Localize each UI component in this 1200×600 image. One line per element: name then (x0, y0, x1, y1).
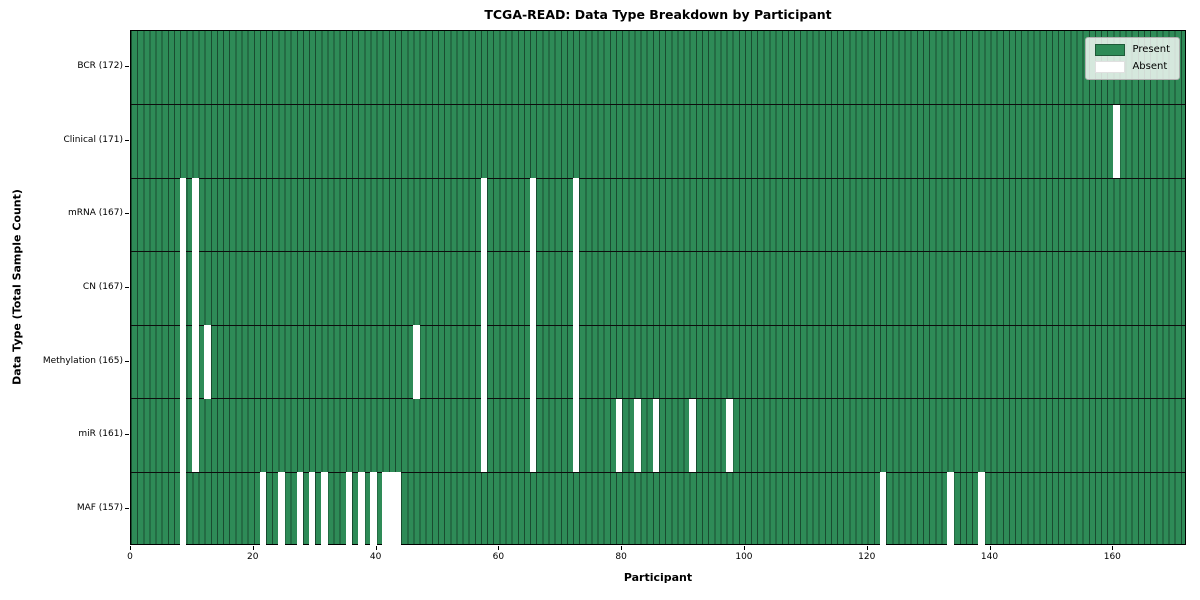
absent-cell (179, 251, 187, 326)
absent-cell (259, 472, 267, 546)
absent-cell (615, 398, 623, 473)
absent-swatch (1095, 61, 1126, 73)
y-tick-mark (125, 507, 129, 509)
absent-cell (529, 251, 537, 326)
y-tick-mark (125, 213, 129, 215)
x-tick-mark (866, 546, 868, 550)
x-tick-label: 0 (127, 552, 133, 562)
legend-label-present: Present (1132, 44, 1170, 55)
absent-cell (179, 398, 187, 473)
absent-cell (192, 325, 199, 399)
absent-cell (529, 398, 537, 473)
absent-cell (480, 325, 488, 399)
absent-cell (192, 251, 199, 326)
x-tick-label: 60 (492, 552, 505, 562)
absent-cell (480, 398, 488, 473)
chart-title: TCGA-READ: Data Type Breakdown by Partic… (484, 7, 832, 22)
y-tick-label: Methylation (165) (42, 355, 123, 366)
absent-cell (179, 472, 187, 546)
absent-cell (204, 325, 212, 399)
y-tick-mark (125, 434, 129, 436)
y-tick-label: Clinical (171) (63, 134, 123, 145)
x-axis-label: Participant (623, 571, 693, 584)
x-tick-label: 160 (1103, 552, 1121, 562)
absent-cell (572, 251, 580, 326)
absent-cell (529, 325, 537, 399)
y-tick-mark (125, 66, 129, 68)
row-divider (131, 251, 1185, 253)
x-tick-mark (252, 546, 254, 550)
legend-item-absent: Absent (1095, 61, 1170, 73)
x-tick-mark (498, 546, 500, 550)
absent-cell (296, 472, 304, 546)
legend-item-present: Present (1095, 44, 1170, 56)
y-tick-label: MAF (157) (76, 502, 123, 513)
absent-cell (1113, 104, 1120, 179)
absent-cell (689, 398, 697, 473)
absent-cell (308, 472, 316, 546)
absent-cell (321, 472, 328, 546)
absent-cell (529, 178, 537, 252)
x-tick-mark (989, 546, 991, 550)
absent-cell (179, 325, 187, 399)
y-tick-label: CN (167) (82, 282, 123, 292)
row-divider (131, 324, 1185, 326)
absent-cell (413, 325, 420, 399)
row-divider (131, 471, 1185, 473)
absent-cell (572, 178, 580, 252)
absent-cell (572, 398, 580, 473)
absent-cell (370, 472, 377, 546)
x-tick-mark (375, 546, 377, 550)
x-tick-label: 120 (858, 552, 876, 562)
y-tick-mark (125, 360, 129, 362)
absent-cell (978, 472, 985, 546)
x-tick-mark (743, 546, 745, 550)
absent-cell (192, 178, 199, 252)
absent-cell (394, 472, 402, 546)
x-tick-mark (130, 546, 131, 550)
absent-cell (480, 178, 488, 252)
y-tick-label: miR (161) (78, 429, 123, 440)
legend-label-absent: Absent (1132, 61, 1168, 72)
absent-cell (634, 398, 641, 473)
absent-cell (179, 178, 187, 252)
x-tick-label: 140 (980, 552, 999, 562)
y-tick-mark (125, 287, 129, 288)
absent-cell (726, 398, 733, 473)
absent-cell (192, 398, 199, 473)
y-tick-label: BCR (172) (77, 61, 123, 72)
absent-cell (345, 472, 353, 546)
heatmap-plot (130, 30, 1186, 546)
absent-cell (480, 251, 488, 326)
x-tick-label: 80 (615, 552, 627, 562)
absent-cell (947, 472, 954, 546)
x-tick-label: 100 (735, 552, 753, 562)
row-divider (131, 177, 1185, 179)
x-tick-mark (1112, 546, 1114, 550)
heatmap-background (131, 31, 1185, 544)
absent-cell (572, 325, 580, 399)
x-tick-label: 20 (247, 552, 259, 562)
x-tick-label: 40 (369, 552, 382, 562)
absent-cell (382, 472, 390, 546)
absent-cell (652, 398, 660, 473)
absent-cell (388, 472, 396, 546)
y-tick-mark (125, 139, 129, 141)
x-tick-mark (621, 546, 623, 550)
row-divider (131, 104, 1185, 106)
absent-cell (278, 472, 285, 546)
present-swatch (1095, 44, 1126, 56)
absent-cell (879, 472, 887, 546)
y-tick-label: mRNA (167) (68, 208, 123, 219)
absent-cell (357, 472, 365, 546)
legend: Present Absent (1085, 37, 1180, 80)
